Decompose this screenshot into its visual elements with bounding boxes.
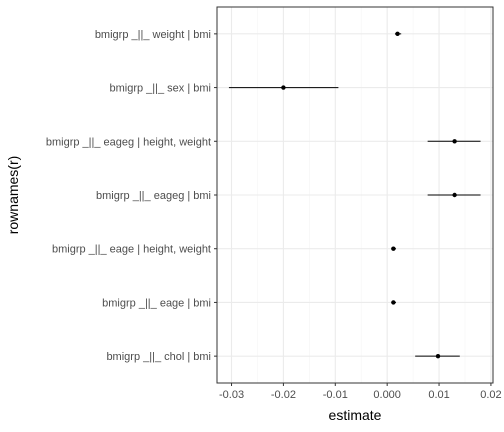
y-axis-title: rownames(r)	[5, 156, 21, 235]
x-tick-label: 0.02	[480, 389, 501, 401]
data-point	[281, 85, 286, 90]
x-tick-label: 0.01	[428, 389, 449, 401]
x-tick-label: -0.02	[271, 389, 296, 401]
y-tick-label: bmigrp _||_ weight | bmi	[95, 29, 211, 41]
y-tick-label: bmigrp _||_ eage | bmi	[102, 297, 211, 309]
x-tick-label: -0.03	[219, 389, 244, 401]
y-tick-label: bmigrp _||_ chol | bmi	[106, 351, 211, 363]
data-point	[391, 300, 396, 305]
y-tick-label: bmigrp _||_ eageg | bmi	[96, 190, 211, 202]
x-tick-label: -0.01	[323, 389, 348, 401]
y-tick-label: bmigrp _||_ sex | bmi	[110, 83, 212, 95]
x-axis-title: estimate	[329, 407, 382, 423]
y-tick-label: bmigrp _||_ eage | height, weight	[52, 244, 211, 256]
y-axis: bmigrp _||_ weight | bmi bmigrp _||_ sex …	[46, 29, 217, 363]
data-point	[452, 139, 457, 144]
data-point	[435, 353, 441, 359]
points	[281, 31, 457, 359]
data-point	[452, 192, 457, 198]
x-tick-label: 0.000	[373, 389, 401, 401]
x-axis: -0.03 -0.02 -0.01 0.000 0.01 0.02	[219, 383, 502, 401]
y-tick-label: bmigrp _||_ eageg | height, weight	[46, 136, 211, 148]
data-point	[391, 246, 396, 251]
data-point	[395, 31, 400, 37]
